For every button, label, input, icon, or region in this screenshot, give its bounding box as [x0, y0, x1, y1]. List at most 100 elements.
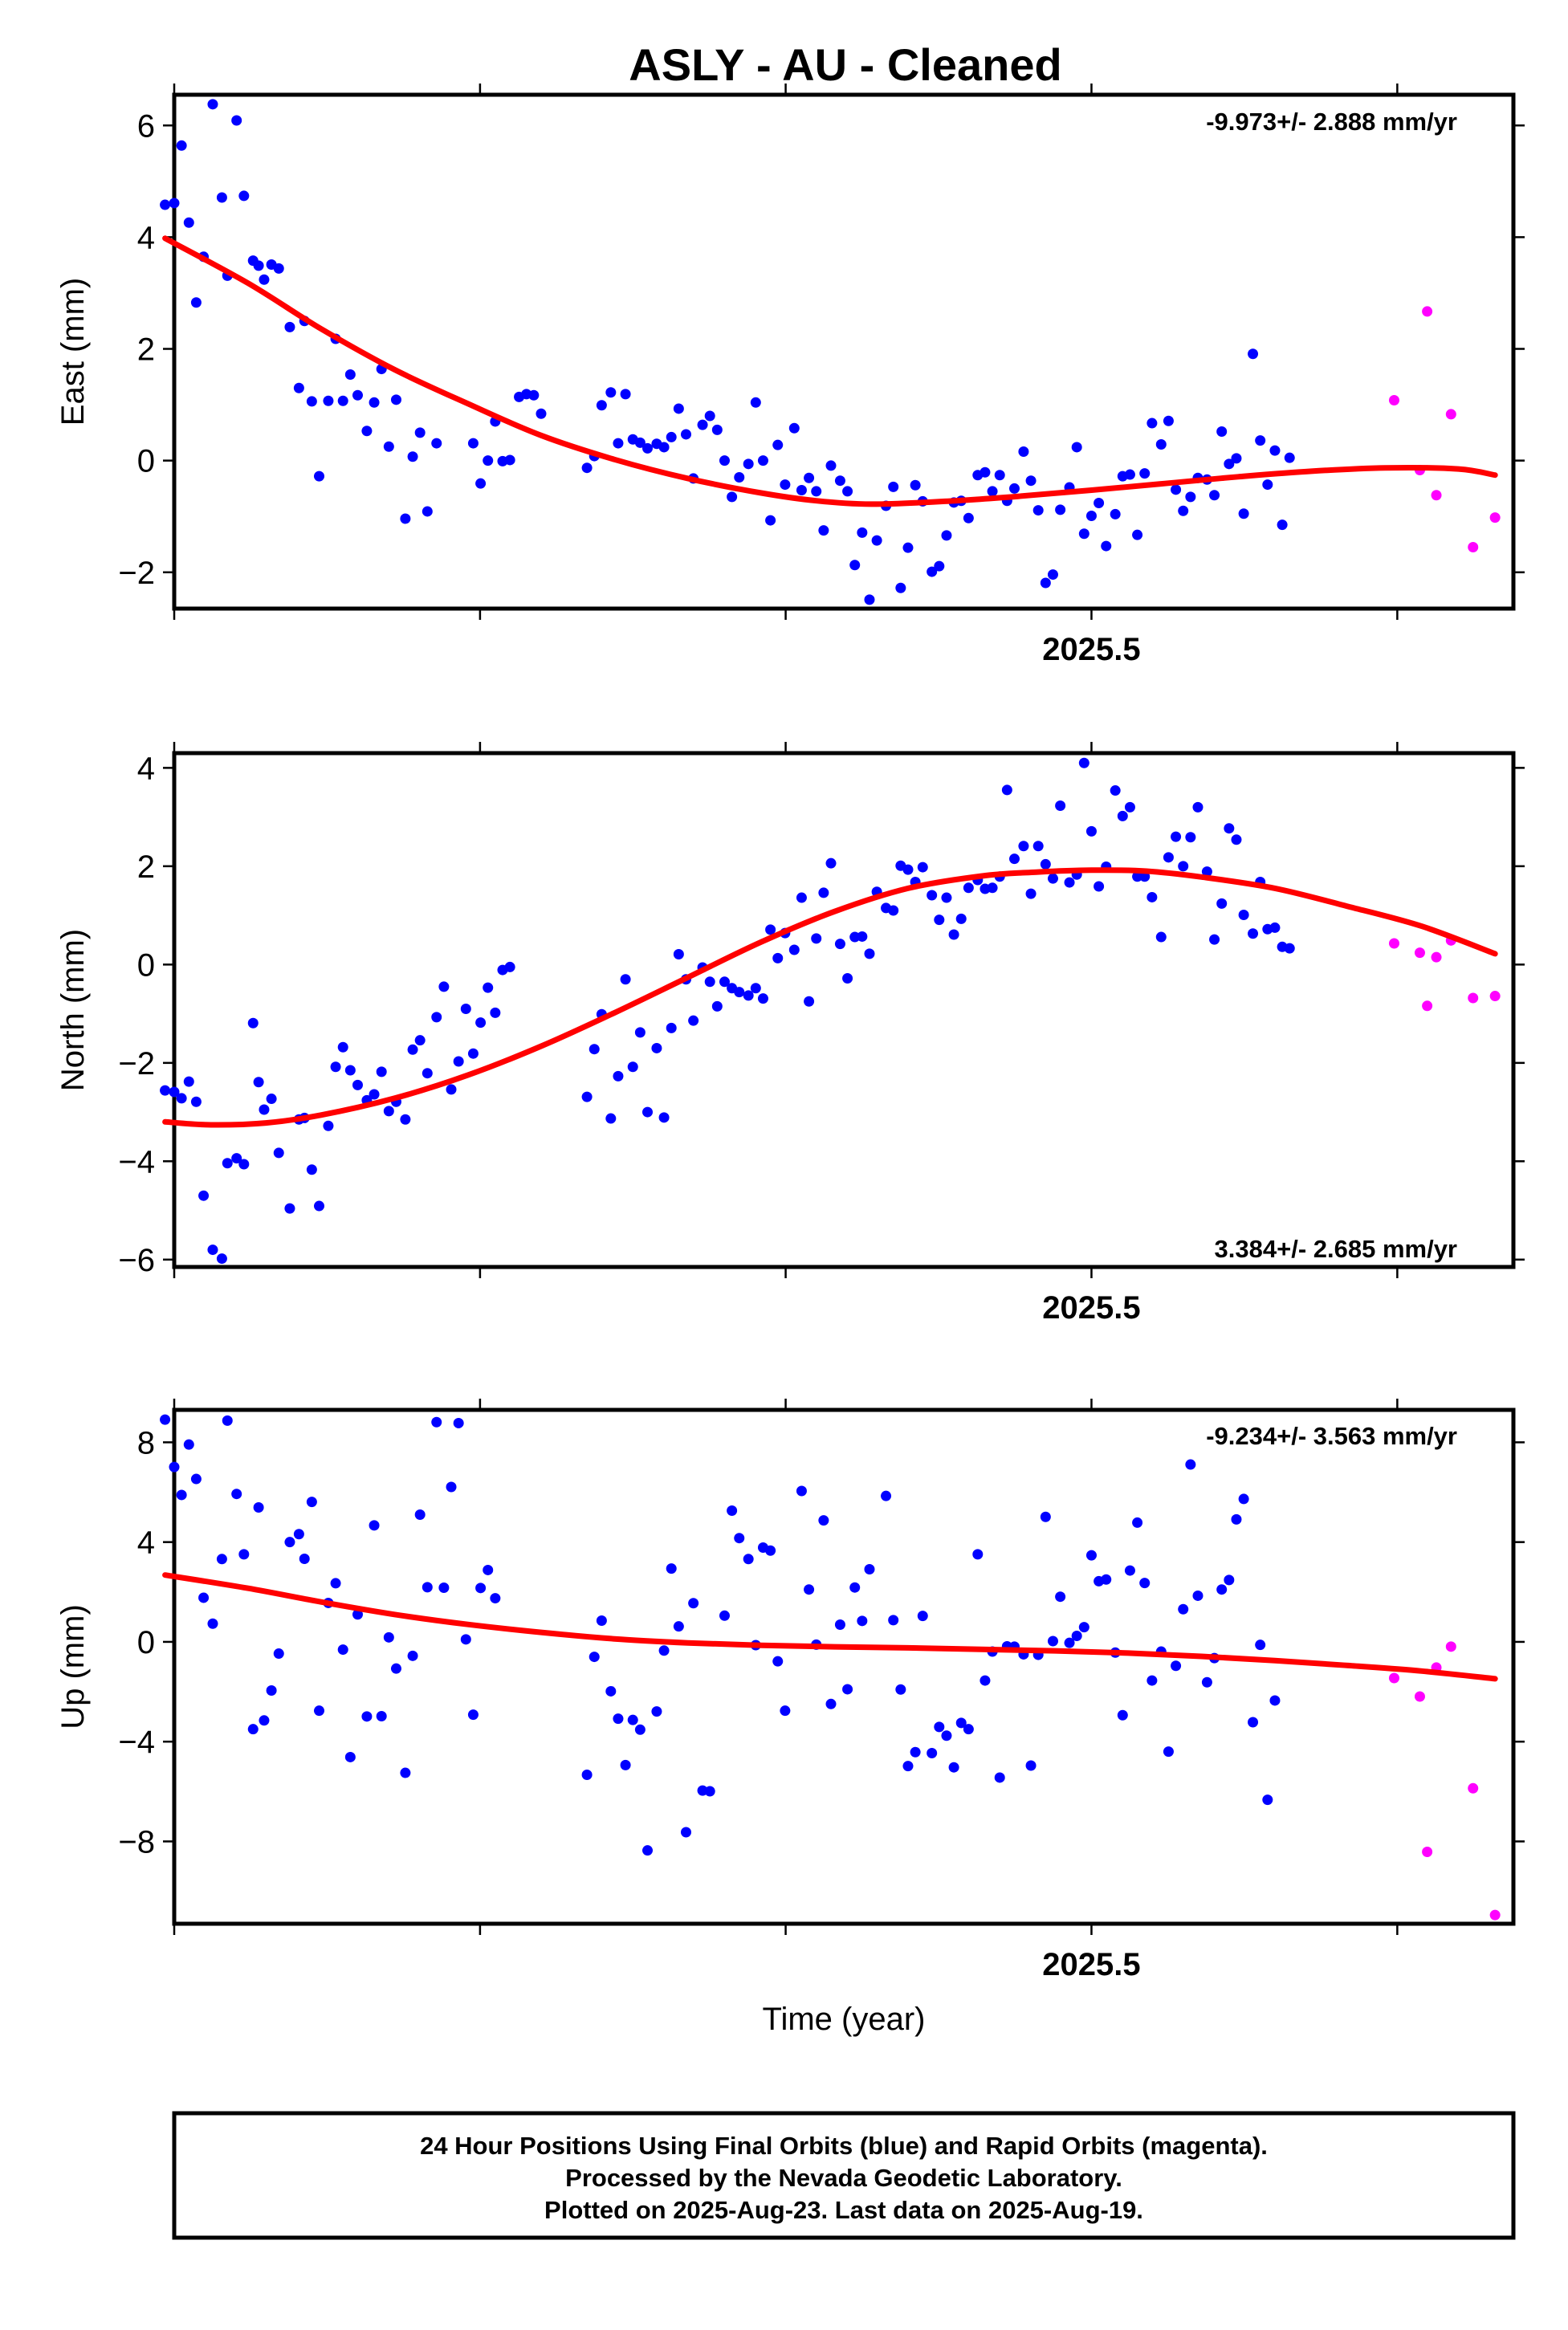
final-orbit-point [902, 864, 914, 875]
final-orbit-point [1008, 483, 1020, 494]
final-orbit-point [834, 1619, 845, 1630]
final-orbit-point [1071, 1630, 1082, 1641]
final-orbit-point [306, 396, 317, 407]
final-orbit-point [727, 1505, 738, 1517]
final-orbit-point [734, 1533, 745, 1544]
final-orbit-point [216, 192, 227, 203]
final-orbit-point [1163, 415, 1174, 426]
final-orbit-point [190, 1096, 202, 1107]
final-orbit-point [1040, 1511, 1051, 1522]
final-orbit-point [253, 1501, 264, 1513]
final-orbit-point [1110, 508, 1121, 519]
final-orbit-point [864, 948, 875, 959]
final-orbit-point [1171, 1660, 1182, 1672]
final-orbit-point [1078, 1622, 1089, 1633]
final-orbit-point [934, 914, 945, 926]
final-orbit-point [888, 905, 899, 916]
final-orbit-point [727, 491, 738, 503]
final-orbit-point [1216, 426, 1228, 437]
final-orbit-point [963, 882, 974, 894]
final-orbit-point [704, 410, 715, 422]
final-orbit-point [895, 582, 906, 593]
rapid-orbit-point [1431, 490, 1442, 501]
rapid-orbit-point [1431, 951, 1442, 963]
final-orbit-point [634, 437, 646, 448]
final-orbit-point [1185, 491, 1196, 503]
rapid-orbit-point [1414, 1691, 1425, 1702]
final-orbit-point [314, 1705, 325, 1717]
final-orbit-point [1078, 757, 1089, 768]
final-orbit-point [460, 1634, 471, 1645]
final-orbit-point [825, 857, 837, 869]
final-orbit-point [222, 1158, 233, 1169]
final-orbit-point [490, 1593, 501, 1604]
east-x-tick-labels: 2025.5 [1042, 632, 1140, 667]
final-orbit-point [176, 140, 187, 151]
y-tick-label: −4 [118, 1725, 155, 1760]
east-panel: −2 0 2 4 6 2025.5 East (mm) -9.973+/- 2.888 … [55, 84, 1525, 667]
legend-frame [172, 2111, 1516, 2240]
final-orbit-point [765, 924, 776, 935]
final-orbit-point [605, 1113, 617, 1124]
final-orbit-point [1269, 1695, 1281, 1706]
final-orbit-point [857, 1615, 868, 1627]
final-orbit-point [1277, 519, 1288, 531]
final-orbit-point [849, 1582, 861, 1593]
legend-box: 24 Hour Positions Using Final Orbits (bl… [172, 2111, 1516, 2240]
final-orbit-point [658, 1112, 670, 1123]
final-orbit-point [704, 1786, 715, 1797]
final-orbit-point [253, 260, 264, 271]
y-tick-label: 2 [137, 849, 155, 885]
final-orbit-point [160, 1414, 171, 1425]
final-orbit-point [818, 887, 829, 898]
final-orbit-point [1269, 445, 1281, 456]
final-orbit-point [613, 438, 624, 449]
rapid-orbit-point [1422, 1847, 1433, 1858]
rapid-orbit-point [1468, 992, 1479, 1004]
east-axis-title: East (mm) [55, 278, 91, 426]
final-orbit-point [306, 1497, 317, 1508]
final-orbit-point [1101, 1574, 1112, 1585]
final-orbit-point [589, 1652, 600, 1663]
final-orbit-point [772, 952, 784, 963]
final-orbit-point [1110, 785, 1121, 796]
final-orbit-point [666, 1563, 677, 1574]
up-axis-title: Up (mm) [55, 1604, 91, 1729]
final-orbit-point [1231, 1513, 1242, 1525]
final-orbit-point [927, 1747, 938, 1758]
final-orbit-point [273, 1648, 284, 1660]
final-orbit-point [948, 1762, 959, 1773]
final-orbit-point [407, 1650, 418, 1661]
final-orbit-point [352, 1079, 363, 1090]
final-orbit-point [979, 466, 991, 478]
final-orbit-point [369, 397, 380, 408]
final-orbit-point [352, 1609, 363, 1620]
rapid-orbit-point [1489, 991, 1501, 1002]
y-tick-label: 4 [137, 1525, 155, 1561]
y-tick-label: −8 [118, 1824, 155, 1860]
east-fit-line [162, 235, 1498, 507]
final-orbit-point [1284, 943, 1295, 954]
final-orbit-point [1001, 784, 1012, 796]
final-orbit-point [634, 1027, 646, 1038]
north-x-tick-labels: 2025.5 [1042, 1290, 1140, 1326]
final-orbit-point [627, 1714, 638, 1725]
final-orbit-point [581, 1770, 593, 1781]
final-orbit-point [1094, 498, 1105, 509]
final-orbit-point [734, 472, 745, 483]
rapid-orbit-point [1489, 1909, 1501, 1921]
final-orbit-point [743, 458, 754, 470]
final-orbit-point [1255, 435, 1266, 446]
legend-line-processor: Processed by the Nevada Geodetic Laborat… [565, 2164, 1122, 2192]
final-orbit-point [407, 451, 418, 462]
final-orbit-point [383, 441, 394, 452]
up-panel: −8 −4 0 4 8 2025.5 Up (mm) -9.234+/- 3.563 m… [55, 1399, 1525, 1982]
final-orbit-point [987, 882, 998, 894]
final-orbit-point [337, 395, 348, 406]
final-orbit-point [613, 1070, 624, 1081]
final-orbit-point [1008, 853, 1020, 865]
rapid-orbit-point [1388, 938, 1399, 949]
final-orbit-point [651, 1042, 662, 1053]
north-plot-frame [172, 751, 1516, 1269]
